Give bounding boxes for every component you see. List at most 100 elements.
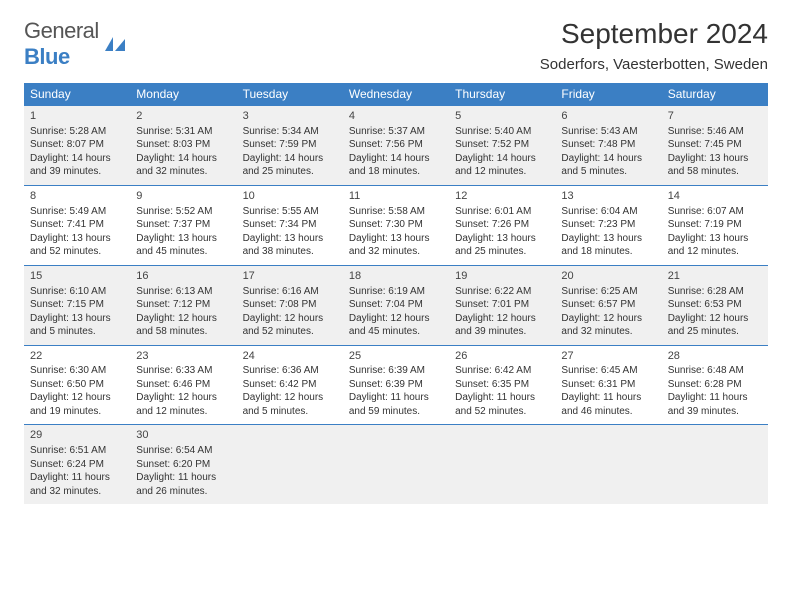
sunset-text: Sunset: 8:03 PM (136, 138, 230, 152)
sunset-text: Sunset: 6:20 PM (136, 458, 230, 472)
daylight-text: Daylight: 14 hours and 32 minutes. (136, 152, 230, 179)
day-cell: 17Sunrise: 6:16 AMSunset: 7:08 PMDayligh… (237, 265, 343, 345)
day-header: Sunday (24, 83, 130, 106)
day-cell: 3Sunrise: 5:34 AMSunset: 7:59 PMDaylight… (237, 106, 343, 186)
day-cell: 16Sunrise: 6:13 AMSunset: 7:12 PMDayligh… (130, 265, 236, 345)
sunrise-text: Sunrise: 6:48 AM (668, 364, 762, 378)
day-number: 22 (30, 349, 124, 364)
day-number: 28 (668, 349, 762, 364)
daylight-text: Daylight: 12 hours and 19 minutes. (30, 391, 124, 418)
day-header: Tuesday (237, 83, 343, 106)
daylight-text: Daylight: 13 hours and 25 minutes. (455, 232, 549, 259)
day-cell: 23Sunrise: 6:33 AMSunset: 6:46 PMDayligh… (130, 345, 236, 425)
daylight-text: Daylight: 12 hours and 39 minutes. (455, 312, 549, 339)
daylight-text: Daylight: 13 hours and 12 minutes. (668, 232, 762, 259)
sunrise-text: Sunrise: 6:36 AM (243, 364, 337, 378)
daylight-text: Daylight: 13 hours and 52 minutes. (30, 232, 124, 259)
calendar-table: SundayMondayTuesdayWednesdayThursdayFrid… (24, 83, 768, 504)
empty-cell (662, 425, 768, 504)
day-cell: 30Sunrise: 6:54 AMSunset: 6:20 PMDayligh… (130, 425, 236, 504)
daylight-text: Daylight: 13 hours and 58 minutes. (668, 152, 762, 179)
day-number: 7 (668, 109, 762, 124)
logo-blue: Blue (24, 44, 70, 69)
daylight-text: Daylight: 14 hours and 5 minutes. (561, 152, 655, 179)
daylight-text: Daylight: 11 hours and 46 minutes. (561, 391, 655, 418)
day-number: 29 (30, 428, 124, 443)
empty-cell (555, 425, 661, 504)
week-row: 1Sunrise: 5:28 AMSunset: 8:07 PMDaylight… (24, 106, 768, 186)
sunset-text: Sunset: 6:57 PM (561, 298, 655, 312)
sunrise-text: Sunrise: 6:16 AM (243, 285, 337, 299)
daylight-text: Daylight: 14 hours and 25 minutes. (243, 152, 337, 179)
day-number: 13 (561, 189, 655, 204)
daylight-text: Daylight: 13 hours and 18 minutes. (561, 232, 655, 259)
day-cell: 12Sunrise: 6:01 AMSunset: 7:26 PMDayligh… (449, 185, 555, 265)
sunrise-text: Sunrise: 6:13 AM (136, 285, 230, 299)
week-row: 8Sunrise: 5:49 AMSunset: 7:41 PMDaylight… (24, 185, 768, 265)
sunset-text: Sunset: 6:24 PM (30, 458, 124, 472)
sunrise-text: Sunrise: 6:45 AM (561, 364, 655, 378)
day-cell: 25Sunrise: 6:39 AMSunset: 6:39 PMDayligh… (343, 345, 449, 425)
week-row: 22Sunrise: 6:30 AMSunset: 6:50 PMDayligh… (24, 345, 768, 425)
logo-text: General Blue (24, 18, 99, 70)
day-cell: 1Sunrise: 5:28 AMSunset: 8:07 PMDaylight… (24, 106, 130, 186)
day-cell: 15Sunrise: 6:10 AMSunset: 7:15 PMDayligh… (24, 265, 130, 345)
sunrise-text: Sunrise: 6:22 AM (455, 285, 549, 299)
sunrise-text: Sunrise: 6:07 AM (668, 205, 762, 219)
sunrise-text: Sunrise: 5:40 AM (455, 125, 549, 139)
day-header: Wednesday (343, 83, 449, 106)
sunrise-text: Sunrise: 5:31 AM (136, 125, 230, 139)
day-number: 15 (30, 269, 124, 284)
day-number: 30 (136, 428, 230, 443)
day-number: 4 (349, 109, 443, 124)
day-cell: 10Sunrise: 5:55 AMSunset: 7:34 PMDayligh… (237, 185, 343, 265)
day-cell: 19Sunrise: 6:22 AMSunset: 7:01 PMDayligh… (449, 265, 555, 345)
sunrise-text: Sunrise: 5:37 AM (349, 125, 443, 139)
sunset-text: Sunset: 7:41 PM (30, 218, 124, 232)
week-row: 29Sunrise: 6:51 AMSunset: 6:24 PMDayligh… (24, 425, 768, 504)
daylight-text: Daylight: 11 hours and 52 minutes. (455, 391, 549, 418)
sunrise-text: Sunrise: 5:28 AM (30, 125, 124, 139)
day-number: 14 (668, 189, 762, 204)
sunrise-text: Sunrise: 6:42 AM (455, 364, 549, 378)
day-cell: 2Sunrise: 5:31 AMSunset: 8:03 PMDaylight… (130, 106, 236, 186)
day-cell: 22Sunrise: 6:30 AMSunset: 6:50 PMDayligh… (24, 345, 130, 425)
day-number: 11 (349, 189, 443, 204)
day-cell: 24Sunrise: 6:36 AMSunset: 6:42 PMDayligh… (237, 345, 343, 425)
day-number: 1 (30, 109, 124, 124)
day-header: Thursday (449, 83, 555, 106)
daylight-text: Daylight: 13 hours and 32 minutes. (349, 232, 443, 259)
sunset-text: Sunset: 7:08 PM (243, 298, 337, 312)
month-title: September 2024 (540, 18, 768, 50)
day-number: 9 (136, 189, 230, 204)
sunrise-text: Sunrise: 5:58 AM (349, 205, 443, 219)
day-cell: 8Sunrise: 5:49 AMSunset: 7:41 PMDaylight… (24, 185, 130, 265)
daylight-text: Daylight: 13 hours and 45 minutes. (136, 232, 230, 259)
day-number: 27 (561, 349, 655, 364)
day-number: 3 (243, 109, 337, 124)
day-number: 23 (136, 349, 230, 364)
day-cell: 7Sunrise: 5:46 AMSunset: 7:45 PMDaylight… (662, 106, 768, 186)
daylight-text: Daylight: 12 hours and 45 minutes. (349, 312, 443, 339)
daylight-text: Daylight: 14 hours and 39 minutes. (30, 152, 124, 179)
sunset-text: Sunset: 7:19 PM (668, 218, 762, 232)
sunrise-text: Sunrise: 6:51 AM (30, 444, 124, 458)
daylight-text: Daylight: 11 hours and 39 minutes. (668, 391, 762, 418)
sunset-text: Sunset: 7:30 PM (349, 218, 443, 232)
sunrise-text: Sunrise: 5:46 AM (668, 125, 762, 139)
sunset-text: Sunset: 6:39 PM (349, 378, 443, 392)
sunrise-text: Sunrise: 6:01 AM (455, 205, 549, 219)
daylight-text: Daylight: 12 hours and 25 minutes. (668, 312, 762, 339)
empty-cell (343, 425, 449, 504)
sunrise-text: Sunrise: 6:19 AM (349, 285, 443, 299)
day-header-row: SundayMondayTuesdayWednesdayThursdayFrid… (24, 83, 768, 106)
day-number: 10 (243, 189, 337, 204)
daylight-text: Daylight: 13 hours and 38 minutes. (243, 232, 337, 259)
sunset-text: Sunset: 6:53 PM (668, 298, 762, 312)
day-cell: 4Sunrise: 5:37 AMSunset: 7:56 PMDaylight… (343, 106, 449, 186)
day-cell: 9Sunrise: 5:52 AMSunset: 7:37 PMDaylight… (130, 185, 236, 265)
sunset-text: Sunset: 7:01 PM (455, 298, 549, 312)
day-cell: 5Sunrise: 5:40 AMSunset: 7:52 PMDaylight… (449, 106, 555, 186)
sunrise-text: Sunrise: 6:33 AM (136, 364, 230, 378)
sunrise-text: Sunrise: 5:34 AM (243, 125, 337, 139)
